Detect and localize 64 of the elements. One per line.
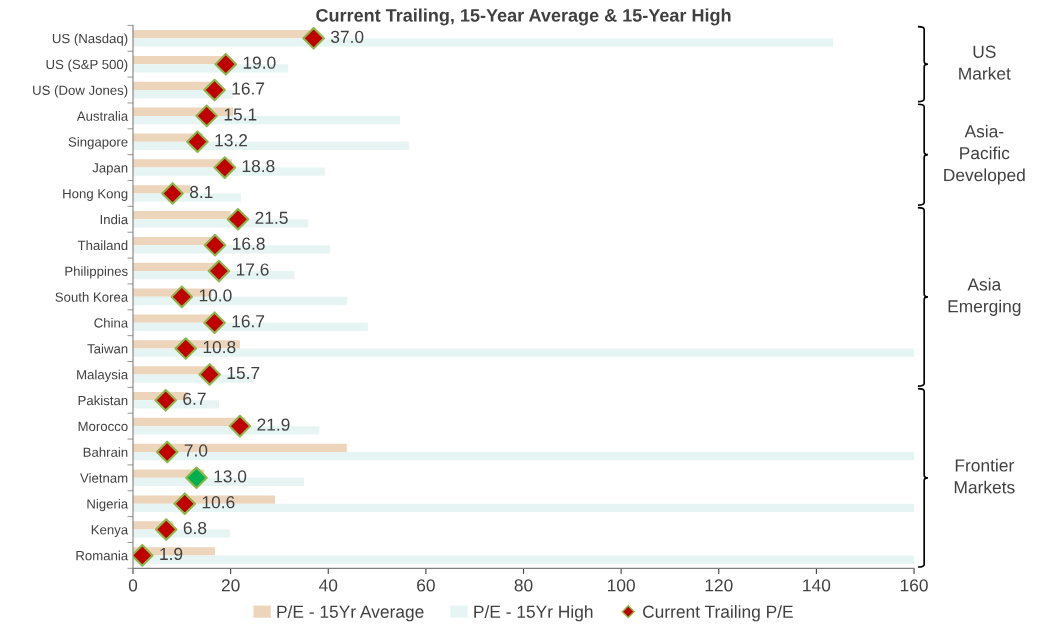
y-tick-label: Australia (76, 111, 129, 121)
y-tick-label: Singapore (68, 136, 128, 150)
legend-label: P/E - 15Yr High (474, 605, 593, 622)
text: Frontier Markets (954, 458, 1015, 494)
data-label: 17.6 (236, 263, 269, 276)
legend-label: P/E - 15Yr Average (277, 605, 424, 622)
x-tick-label: 80 (514, 579, 533, 592)
y-tick-label: Philippines (65, 266, 128, 279)
y-tick-label: US (Nasdaq) (52, 33, 128, 46)
data-label: 15.1 (224, 108, 257, 121)
x-tick-label: 0 (128, 579, 138, 592)
data-label: 1.9 (160, 547, 183, 561)
data-label: 16.7 (232, 82, 265, 95)
y-tick-label: Morocco (78, 421, 128, 432)
data-label: 16.7 (232, 315, 265, 328)
y-tick-label: Nigeria (87, 498, 129, 512)
bar (133, 262, 217, 272)
y-tick-label: South Korea (55, 292, 129, 302)
x-tick-label: 100 (607, 579, 635, 592)
text: Asia Emerging (948, 277, 1021, 316)
y-tick-label: Kenya (91, 525, 129, 538)
text: US Market (959, 45, 1011, 80)
data-label: 16.8 (233, 237, 265, 250)
data-label: 21.5 (255, 211, 288, 224)
data-label: 18.8 (242, 159, 275, 173)
x-tick-label: 160 (900, 579, 928, 592)
x-tick-label: 20 (221, 579, 240, 592)
x-tick-label: 120 (705, 579, 733, 592)
y-tick-label: Thailand (77, 240, 128, 251)
text: Asia- Pacific Developed (944, 124, 1025, 185)
y-tick-label: US (Dow Jones) (33, 85, 128, 98)
bar (133, 314, 214, 323)
data-label: 19.0 (243, 56, 276, 69)
y-tick-label: India (100, 214, 129, 225)
data-label: 10.6 (202, 496, 235, 509)
y-tick-label: US (S&P 500) (46, 59, 128, 72)
y-tick-label: Romania (76, 550, 129, 561)
data-label: 37.0 (330, 30, 364, 43)
data-label: 8.1 (189, 185, 213, 199)
data-label: 7.0 (184, 444, 208, 457)
data-label: 10.8 (203, 340, 236, 354)
data-label: 10.0 (199, 289, 232, 302)
bar (133, 55, 224, 65)
data-label: 15.7 (227, 366, 260, 380)
data-label: 6.8 (183, 521, 207, 535)
y-tick-label: Vietnam (80, 473, 128, 483)
legend-label: Current Trailing P/E (643, 605, 793, 622)
y-tick-label: Japan (92, 163, 128, 176)
data-label: 21.9 (257, 418, 290, 431)
y-tick-label: Pakistan (78, 395, 128, 406)
data-label: 13.2 (215, 134, 248, 147)
y-tick-label: Hong Kong (63, 189, 128, 201)
y-tick-label: China (94, 317, 129, 328)
y-tick-label: Bahrain (83, 447, 128, 457)
x-tick-label: 40 (319, 579, 338, 592)
data-label: 6.7 (183, 392, 206, 405)
data-label: 13.0 (214, 470, 247, 483)
chart-title: Current Trailing, 15-Year Average & 15-Year High (316, 8, 731, 26)
bar (133, 30, 311, 39)
bar (133, 211, 231, 220)
y-tick-label: Malaysia (77, 369, 129, 382)
x-tick-label: 140 (803, 579, 831, 592)
x-tick-label: 60 (417, 579, 435, 592)
y-tick-label: Taiwan (87, 343, 128, 354)
